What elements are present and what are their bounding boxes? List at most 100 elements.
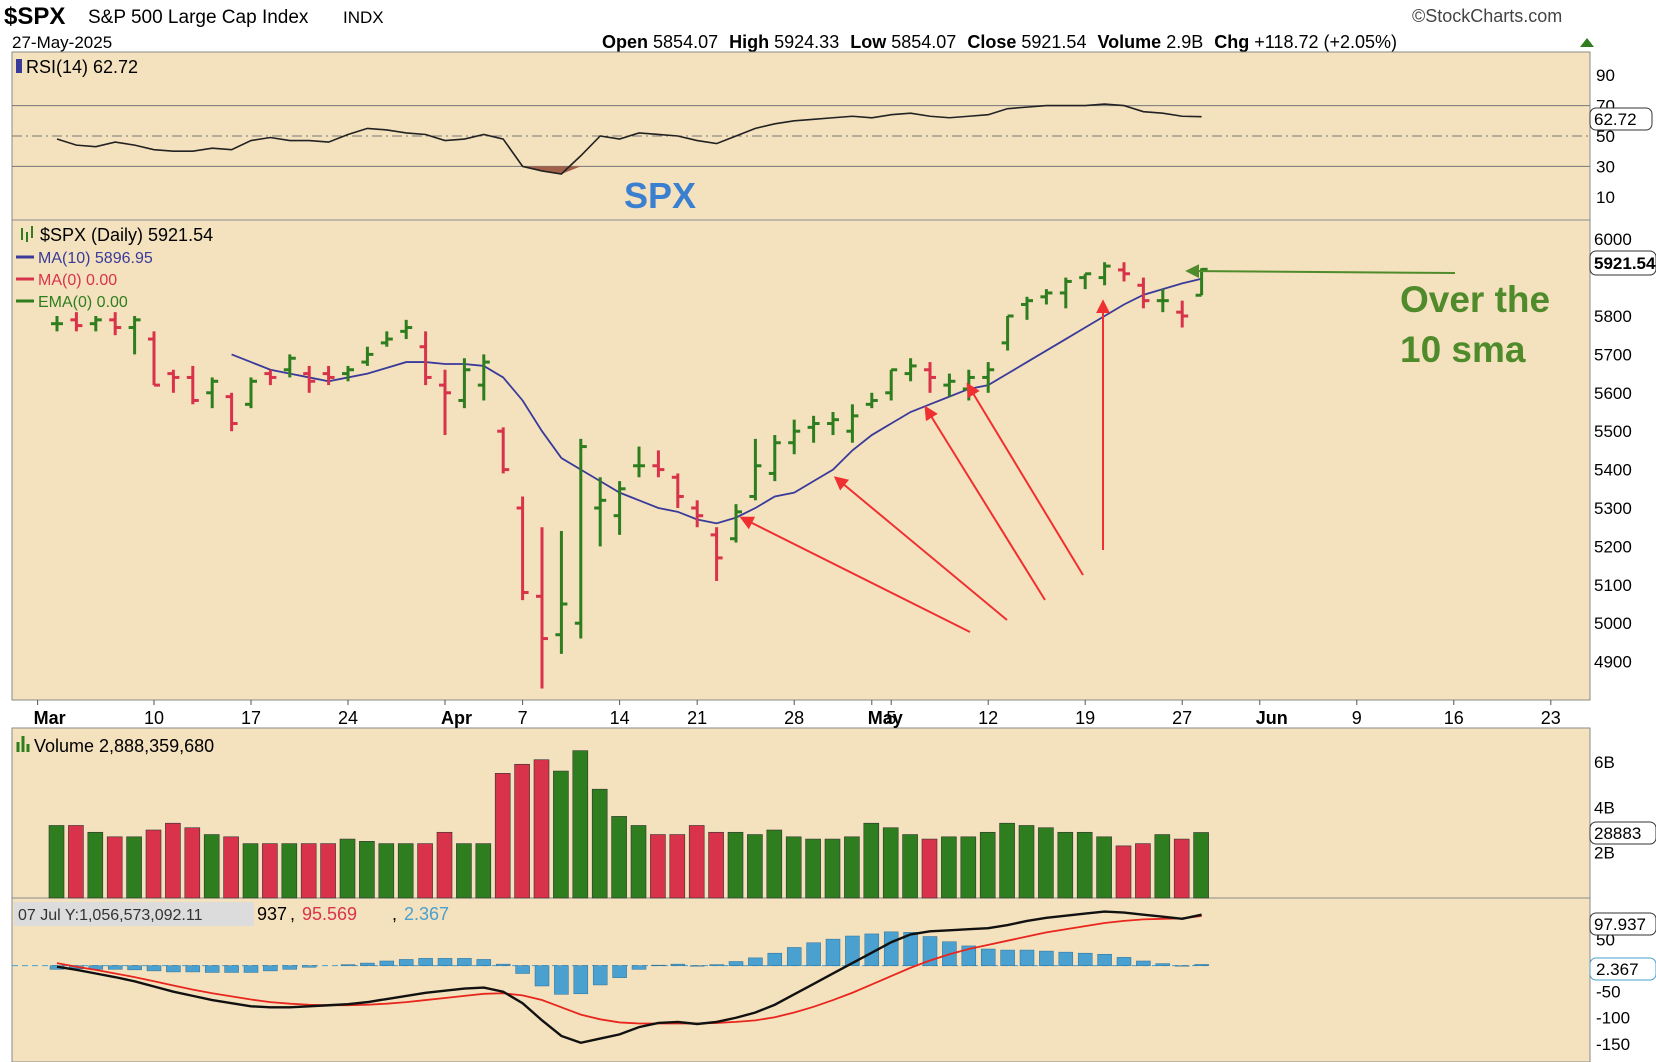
macd-hist-bar — [146, 965, 162, 972]
price-bar — [477, 354, 490, 401]
macd-hist-bar — [243, 965, 259, 973]
macd-hist-bar — [767, 952, 783, 966]
volume-bar — [359, 841, 375, 899]
macd-hist-bar — [903, 932, 918, 966]
ma0-legend: MA(0) 0.00 — [38, 272, 117, 289]
macd-hist-bar — [980, 948, 996, 966]
price-current-tag — [1589, 250, 1656, 276]
price-bar — [536, 527, 548, 689]
date-tick-label: 16 — [1444, 708, 1464, 728]
price-tick-label: 4900 — [1594, 653, 1632, 672]
macd-hist-bar — [554, 965, 569, 995]
price-bar — [671, 473, 684, 508]
date-tick-label: 27 — [1172, 708, 1192, 728]
red-arrow-4 — [966, 382, 1084, 576]
price-tick-label: 5200 — [1594, 537, 1632, 556]
macd-hist-bar — [1019, 949, 1035, 966]
macd-hist-bar — [786, 947, 802, 966]
price-panel: 6000 5800 5700 5600 5500 5400 5300 5200 5100 5000… — [51, 230, 1632, 689]
volume-bar — [48, 825, 65, 899]
volume-tick-label: 4B — [1594, 798, 1615, 817]
volume-bar — [785, 836, 802, 899]
price-bar — [710, 527, 723, 581]
price-tick-label: 5700 — [1594, 345, 1632, 364]
ema0-legend: EMA(0) 0.00 — [38, 294, 128, 311]
volume-bar — [591, 788, 608, 899]
macd-current-tag — [1589, 912, 1656, 936]
date-tick-label: 23 — [1541, 708, 1561, 728]
macd-hist-bar — [1194, 964, 1209, 966]
macd-hist-bar — [515, 965, 530, 974]
price-bar — [865, 392, 878, 409]
macd-hist-bar — [1058, 951, 1074, 966]
rsi-current-tag — [1589, 107, 1653, 131]
price-bar — [1137, 277, 1150, 309]
date-tick-label: Mar — [34, 708, 66, 728]
volume-bar — [844, 836, 860, 899]
volume-bar — [300, 843, 317, 899]
macd-hist-bar — [825, 938, 841, 966]
date-tick-label: 12 — [978, 708, 998, 728]
price-bar — [943, 373, 956, 397]
volume-bar — [902, 834, 918, 899]
price-bar — [574, 438, 587, 639]
rsi-legend-icon — [16, 59, 22, 73]
volume-bar — [106, 836, 123, 899]
macd-panel: 50-50-100-150 — [12, 910, 1630, 1054]
volume-bar — [126, 836, 142, 899]
volume-bar — [339, 838, 356, 899]
macd-comma-1: , — [290, 904, 295, 924]
volume-current-tag-text: 28883 — [1594, 824, 1641, 843]
volume-bar — [436, 831, 453, 899]
price-bar — [594, 477, 607, 547]
volume-label: Volume 2,888,359,680 — [34, 736, 214, 756]
price-bar — [497, 427, 510, 474]
macd-hist-bar — [670, 963, 686, 966]
annotation-arrows — [739, 264, 1456, 633]
rsi-tick-label: 10 — [1596, 188, 1615, 207]
price-legend: $SPX (Daily) 5921.54 MA(10) 5896.95 MA(0… — [16, 225, 213, 311]
price-bar — [749, 438, 762, 501]
price-bar — [846, 404, 859, 443]
macd-hist-bar — [1155, 963, 1171, 966]
macd-hist-bar — [224, 965, 239, 973]
macd-hist-bar — [1000, 949, 1015, 966]
brand-logo: ©StockCharts.com — [1412, 6, 1562, 26]
price-bar — [1059, 277, 1072, 309]
volume-bar — [1193, 832, 1209, 899]
price-bar — [342, 365, 354, 382]
macd-hist-bar — [166, 965, 181, 973]
volume-bar — [630, 825, 647, 899]
macd-hist-bar — [612, 965, 627, 978]
price-bar — [885, 368, 898, 401]
price-bar — [1079, 272, 1092, 290]
macd-hist-bar — [340, 964, 356, 966]
volume-bar — [145, 829, 162, 899]
macd-tick-label: -150 — [1596, 1035, 1630, 1054]
date-tick-label: 28 — [784, 708, 804, 728]
volume-bar — [611, 816, 627, 899]
volume-bar — [87, 831, 104, 899]
volume-bar — [184, 827, 201, 899]
volume-bar — [921, 838, 938, 899]
macd-hist-bar — [185, 965, 201, 973]
volume-bar — [397, 843, 414, 899]
macd-tick-label: -50 — [1596, 983, 1621, 1002]
volume-bar — [494, 773, 511, 899]
macd-hist-bar — [1039, 950, 1054, 966]
macd-hist-bar — [437, 958, 453, 966]
macd-hist-value: 2.367 — [404, 904, 449, 924]
volume-bar — [766, 829, 783, 899]
volume-bar — [1154, 834, 1171, 899]
price-tick-label: 6000 — [1594, 230, 1632, 249]
volume-bar — [1057, 831, 1074, 899]
volume-legend: Volume 2,888,359,680 — [16, 736, 214, 756]
price-bar — [51, 316, 63, 332]
axis-tags: 62.72 5921.54 28883 97.937 2.367 — [1589, 107, 1656, 981]
date-tick-label: 9 — [1352, 708, 1362, 728]
volume-bar — [1076, 831, 1093, 899]
volume-tick-label: 6B — [1594, 753, 1615, 772]
price-bar — [982, 362, 995, 393]
price-bar — [400, 319, 413, 340]
macd-hist-bar — [476, 959, 492, 966]
